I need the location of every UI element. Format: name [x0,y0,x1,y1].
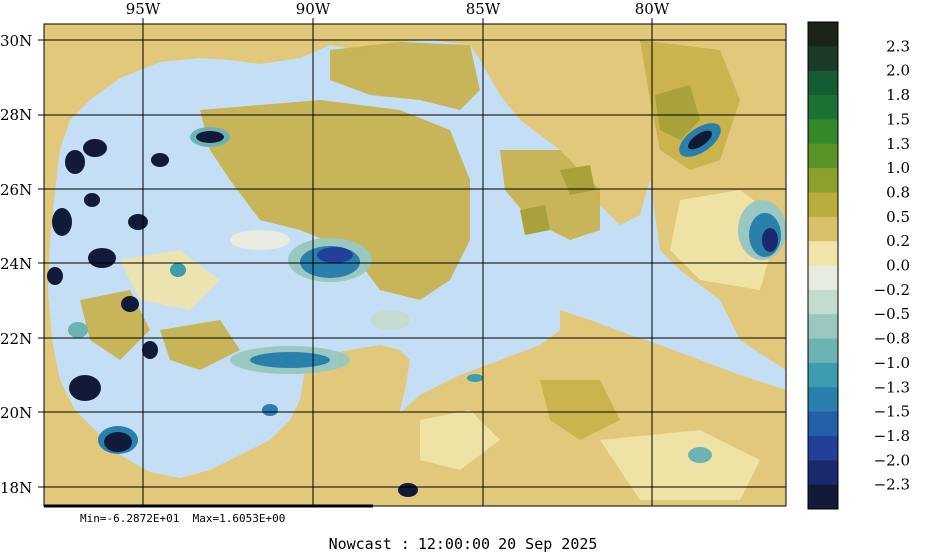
colorbar-label: −1.0 [874,354,910,372]
colorbar-label: −1.8 [874,427,910,445]
colorbar-label: 0.0 [886,257,910,275]
colorbar-swatch [808,241,838,266]
colorbar-swatch [808,338,838,364]
lat-label-24n: 24N [0,255,32,273]
colorbar-label: 1.8 [886,86,910,104]
olive-green-patches [520,85,700,235]
gulf-of-mexico-water [420,300,560,380]
lon-label-80w: 80W [635,0,670,18]
colorbar-swatch [808,119,838,145]
nowcast-caption: Nowcast : 12:00:00 20 Sep 2025 [0,535,926,553]
lon-label-95w: 95W [126,0,161,18]
lat-label-26n: 26N [0,181,32,199]
colorbar-label: 0.8 [886,183,910,201]
positive-anomaly-patches [80,40,740,440]
lat-label-28n: 28N [0,106,32,124]
colorbar-label: 2.3 [886,37,910,55]
lat-label-20n: 20N [0,404,32,422]
colorbar-swatch [808,192,838,218]
colorbar-label: 1.3 [886,135,910,153]
colorbar-swatch [808,289,838,315]
colorbar-swatch [808,95,838,120]
colorbar-swatch [808,168,838,193]
colorbar-label: −2.0 [874,451,910,469]
lat-label-30n: 30N [0,32,32,50]
min-max-readout: Min=-6.2872E+01 Max=1.6053E+00 [80,512,285,525]
colorbar-label: 2.0 [886,62,910,80]
colorbar-swatch [808,435,838,461]
colorbar-swatch [808,216,838,242]
tick-marks [38,18,653,488]
colorbar: 2.3 2.0 1.8 1.5 1.3 1.0 0.8 0.5 0.2 0.0 −0.2 −0.5 −0… [807,21,910,510]
lon-label-85w: 85W [466,0,501,18]
colorbar-label: −2.3 [874,476,910,494]
colorbar-swatch [808,70,838,96]
lat-label-22n: 22N [0,330,32,348]
colorbar-label: −0.2 [874,281,910,299]
graticule [44,24,786,506]
caption-date: 20 Sep 2025 [498,535,598,553]
colorbar-label: 0.5 [886,208,910,226]
colorbar-label: 1.5 [886,110,910,128]
colorbar-border [807,21,839,510]
colorbar-label: 1.0 [886,159,910,177]
landmass-us-gulf-coast [44,24,650,506]
max-label: Max= [192,512,220,525]
colorbar-swatch [808,460,838,486]
max-value: 1.6053E+00 [219,512,286,525]
negative-anomaly-blobs [47,123,786,497]
caption-time: 12:00:00 [417,535,491,553]
colorbar-label: −0.8 [874,330,910,348]
lon-label-90w: 90W [296,0,331,18]
colorbar-label: 0.2 [886,232,910,250]
colorbar-swatch [808,484,838,510]
caption-product: Nowcast : [328,535,410,553]
colorbar-label: −1.5 [874,403,910,421]
colorbar-swatch [808,265,838,291]
colorbar-label: −1.3 [874,378,910,396]
colorbar-swatch [808,22,838,47]
colorbar-swatch [808,362,838,388]
colorbar-swatch [808,143,838,169]
map-frame [43,23,787,507]
colorbar-label: −0.5 [874,305,910,323]
colorbar-swatch [808,387,838,413]
colorbar-swatch [808,314,838,340]
lat-label-18n: 18N [0,479,32,497]
colorbar-swatch [808,46,838,72]
min-value: -6.2872E+01 [106,512,180,525]
colorbar-swatch [808,411,838,437]
min-label: Min= [80,512,107,525]
